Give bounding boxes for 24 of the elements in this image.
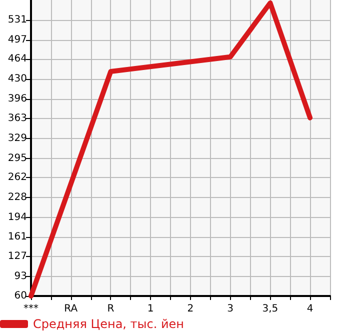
y-tick-label: 161 xyxy=(8,231,27,242)
y-tick-label: 228 xyxy=(8,192,27,204)
x-tick-label: *** xyxy=(24,304,38,314)
y-tick-label: 262 xyxy=(8,172,27,184)
legend-label: Средняя Цена, тыс. йен xyxy=(33,317,184,331)
y-tick-label: 127 xyxy=(8,251,27,262)
y-tick-label: 363 xyxy=(8,112,27,124)
y-tick-label: 497 xyxy=(8,34,27,46)
x-tick-label: 3 xyxy=(227,304,234,314)
y-tick-label: 93 xyxy=(14,271,27,282)
y-tick-label: 60 xyxy=(14,290,27,302)
x-tick-label: RA xyxy=(64,304,78,314)
y-tick-label: 295 xyxy=(8,152,27,164)
x-tick-label: 1 xyxy=(147,304,154,314)
y-tick-label: 329 xyxy=(8,132,27,144)
x-tick-label: 4 xyxy=(306,304,314,314)
y-tick-label: 194 xyxy=(8,212,27,223)
y-tick-label: 430 xyxy=(8,74,27,85)
x-tick-label: R xyxy=(107,304,114,314)
y-tick-label: 531 xyxy=(8,14,27,26)
y-tick-label: 464 xyxy=(8,54,27,65)
x-tick-label: 2 xyxy=(187,304,194,314)
y-tick-label: 396 xyxy=(8,94,27,105)
x-tick-label: 3,5 xyxy=(262,304,278,314)
